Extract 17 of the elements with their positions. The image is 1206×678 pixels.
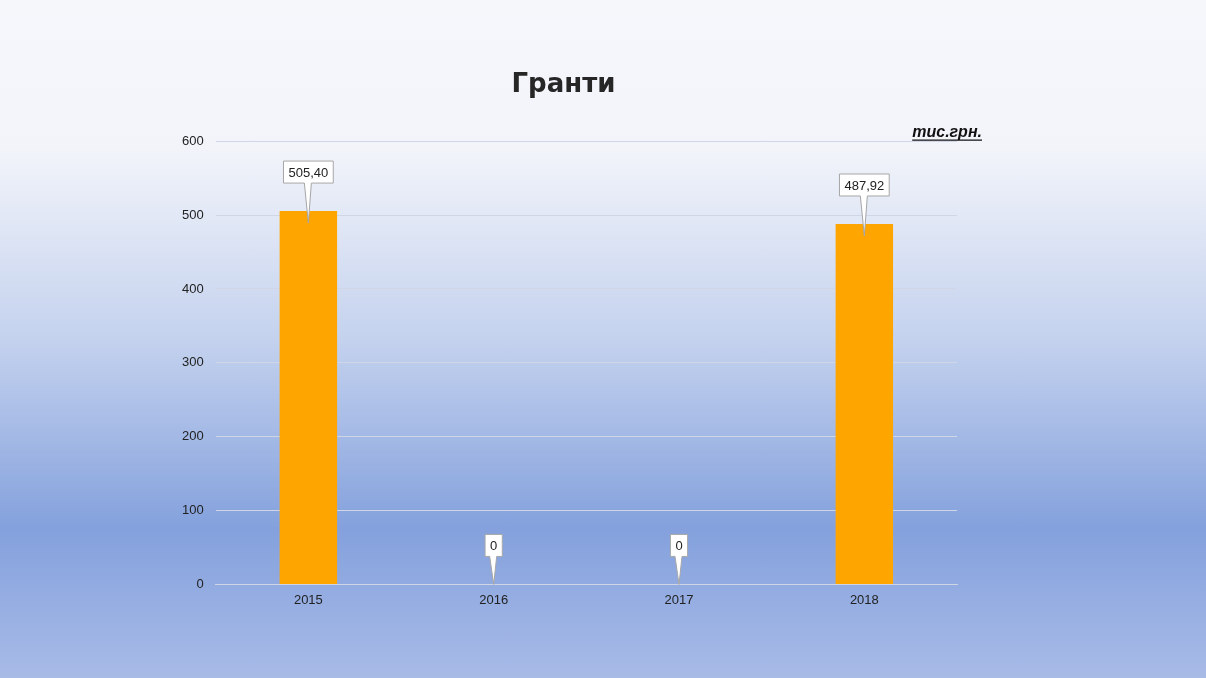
y-tick-label: 300 [181, 354, 204, 370]
text: тис.грн. [912, 123, 982, 141]
data-label: 0 [675, 537, 683, 553]
y-tick-label: 0 [196, 575, 204, 591]
data-label: 505,40 [288, 164, 329, 180]
y-tick-label: 100 [181, 502, 204, 518]
x-tick-label: 2017 [664, 591, 694, 607]
data-label: 487,92 [844, 177, 885, 193]
y-tick-label: 200 [181, 428, 204, 444]
x-tick-label: 2016 [479, 591, 509, 607]
y-tick-label: 400 [181, 280, 204, 296]
data-label: 0 [490, 537, 498, 553]
x-tick-label: 2015 [293, 591, 323, 607]
x-tick-label: 2018 [849, 591, 879, 607]
y-tick-label: 600 [181, 132, 204, 148]
y-tick-label: 500 [181, 206, 204, 222]
chart-title: Гранти [511, 68, 616, 99]
